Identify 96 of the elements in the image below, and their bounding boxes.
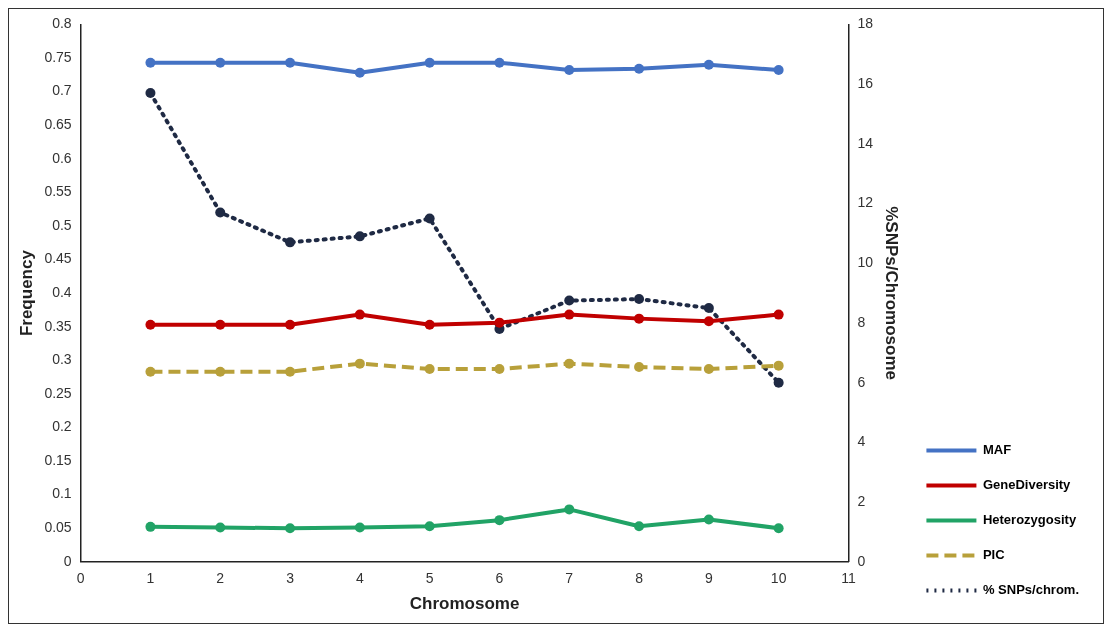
y2-tick-label: 10 xyxy=(857,254,874,271)
y-tick-label: 0.6 xyxy=(52,149,72,166)
legend-label: GeneDiversity xyxy=(982,477,1072,493)
point xyxy=(634,313,645,324)
y-tick-label: 0.4 xyxy=(52,283,72,300)
point xyxy=(145,57,156,68)
point xyxy=(564,358,575,369)
legend-label: MAF xyxy=(982,442,1012,458)
y-tick-label: 0.15 xyxy=(44,451,72,468)
point xyxy=(564,65,575,76)
point xyxy=(564,295,575,306)
point xyxy=(215,522,226,533)
point xyxy=(285,523,296,534)
point xyxy=(703,303,714,314)
y-tick-label: 0.75 xyxy=(44,48,72,65)
point xyxy=(424,364,435,375)
y-tick-label: 0.65 xyxy=(44,116,72,133)
point xyxy=(564,504,575,515)
y-tick-label: 0.55 xyxy=(44,183,72,200)
point xyxy=(634,63,645,74)
point xyxy=(494,515,505,526)
x-tick-label: 6 xyxy=(495,570,504,587)
x-tick-label: 7 xyxy=(565,570,574,587)
y-tick-label: 0.8 xyxy=(52,15,72,32)
point xyxy=(354,522,365,533)
point xyxy=(773,360,784,371)
point xyxy=(215,57,226,68)
point xyxy=(285,57,296,68)
point xyxy=(424,213,435,224)
x-tick-label: 5 xyxy=(425,570,434,587)
y2-tick-label: 12 xyxy=(857,194,874,211)
point xyxy=(634,361,645,372)
legend-label: Heterozygosity xyxy=(982,512,1077,528)
x-tick-label: 9 xyxy=(704,570,713,587)
y-tick-label: 0.05 xyxy=(44,519,72,536)
x-tick-label: 0 xyxy=(76,570,85,587)
point xyxy=(773,523,784,534)
y2-tick-label: 18 xyxy=(857,15,874,32)
point xyxy=(215,207,226,218)
point xyxy=(145,366,156,377)
point xyxy=(424,319,435,330)
point xyxy=(703,59,714,70)
point xyxy=(145,521,156,532)
x-axis-title: Chromosome xyxy=(409,594,520,614)
point xyxy=(703,316,714,327)
point xyxy=(145,319,156,330)
x-tick-label: 10 xyxy=(770,570,787,587)
point xyxy=(494,364,505,375)
point xyxy=(285,366,296,377)
point xyxy=(215,319,226,330)
y2-tick-label: 16 xyxy=(857,74,874,91)
y2-tick-label: 0 xyxy=(857,552,866,569)
point xyxy=(634,294,645,305)
y2-axis-title: %SNPs/Chromosome xyxy=(881,206,901,381)
point xyxy=(564,309,575,320)
point xyxy=(354,358,365,369)
point xyxy=(285,319,296,330)
x-tick-label: 8 xyxy=(635,570,644,587)
y2-tick-label: 14 xyxy=(857,134,874,151)
y-axis-title: Frequency xyxy=(16,249,36,337)
point xyxy=(354,67,365,78)
y-tick-label: 0 xyxy=(63,552,72,569)
y-tick-label: 0.5 xyxy=(52,216,72,233)
point xyxy=(773,309,784,320)
y2-tick-label: 4 xyxy=(857,433,866,450)
point xyxy=(354,231,365,242)
point xyxy=(494,317,505,328)
y-tick-label: 0.1 xyxy=(52,485,72,502)
y-tick-label: 0.3 xyxy=(52,351,72,368)
y-tick-label: 0.25 xyxy=(44,384,72,401)
point xyxy=(773,377,784,388)
y2-tick-label: 6 xyxy=(857,373,866,390)
x-tick-label: 3 xyxy=(286,570,295,587)
y-tick-label: 0.45 xyxy=(44,250,72,267)
y-tick-label: 0.7 xyxy=(52,82,72,99)
point xyxy=(215,366,226,377)
point xyxy=(354,309,365,320)
legend-label: % SNPs/chrom. xyxy=(982,582,1080,598)
point xyxy=(773,65,784,76)
point xyxy=(703,364,714,375)
point xyxy=(424,521,435,532)
y2-tick-label: 2 xyxy=(857,492,866,509)
point xyxy=(634,521,645,532)
y-tick-label: 0.2 xyxy=(52,418,72,435)
point xyxy=(424,57,435,68)
x-tick-label: 2 xyxy=(216,570,225,587)
legend-label: PIC xyxy=(982,547,1006,563)
point xyxy=(285,237,296,248)
point xyxy=(494,57,505,68)
x-tick-label: 1 xyxy=(146,570,155,587)
point xyxy=(703,514,714,525)
y-tick-label: 0.35 xyxy=(44,317,72,334)
point xyxy=(145,88,156,99)
y2-tick-label: 8 xyxy=(857,313,866,330)
x-tick-label: 4 xyxy=(355,570,364,587)
x-tick-label: 11 xyxy=(841,570,856,587)
